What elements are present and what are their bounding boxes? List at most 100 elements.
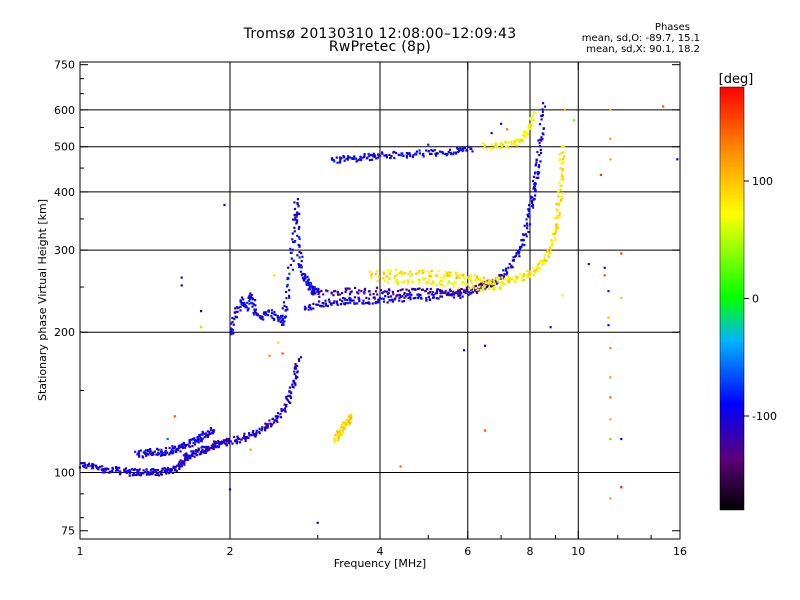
point-6 xyxy=(478,285,481,288)
y-tick-label: 100 xyxy=(54,467,75,480)
point-5 xyxy=(495,277,498,280)
point-2 xyxy=(289,247,292,250)
point-5 xyxy=(559,188,562,191)
point-5 xyxy=(540,260,543,263)
point-0 xyxy=(174,465,177,468)
point-4 xyxy=(418,287,421,290)
point-5 xyxy=(541,263,544,266)
point-5 xyxy=(456,274,459,277)
point-1 xyxy=(165,451,169,454)
point-3 xyxy=(507,266,510,269)
point-5 xyxy=(397,272,400,275)
point-8 xyxy=(504,141,507,144)
point-5 xyxy=(488,280,491,283)
point-0 xyxy=(273,419,276,422)
point-6 xyxy=(438,281,441,285)
point-5 xyxy=(507,280,511,284)
point-3 xyxy=(365,296,368,299)
point-3 xyxy=(321,301,324,305)
point-9 xyxy=(333,441,336,444)
point-2 xyxy=(297,205,300,208)
point-0 xyxy=(213,440,216,443)
point-3 xyxy=(382,297,385,300)
point-7 xyxy=(375,157,378,160)
point-3 xyxy=(414,296,417,299)
point-3 xyxy=(346,302,350,305)
point-3 xyxy=(523,243,526,247)
point-1 xyxy=(169,452,172,455)
point-4 xyxy=(318,295,321,298)
point-8 xyxy=(515,144,519,147)
point-0 xyxy=(288,386,291,389)
point-2 xyxy=(249,295,252,298)
point-5 xyxy=(555,224,558,227)
point-0 xyxy=(180,463,183,467)
point-0 xyxy=(156,468,160,472)
point-7 xyxy=(439,150,442,153)
point-5 xyxy=(535,270,539,273)
point-0 xyxy=(160,470,163,473)
point-0 xyxy=(291,383,294,386)
point-2 xyxy=(296,254,299,257)
point-0 xyxy=(127,470,130,473)
point-5 xyxy=(522,273,525,276)
point-8 xyxy=(504,140,507,143)
point-0 xyxy=(286,399,289,402)
point-5 xyxy=(422,269,425,272)
point-7 xyxy=(353,157,356,160)
point-2 xyxy=(241,303,244,306)
point-0 xyxy=(210,444,213,447)
point-4 xyxy=(334,289,337,293)
point-3 xyxy=(524,233,527,236)
point-4 xyxy=(455,291,458,294)
point-0 xyxy=(142,472,145,475)
point-7 xyxy=(444,152,447,156)
point-0 xyxy=(87,464,90,467)
point-5 xyxy=(549,246,552,249)
point-7 xyxy=(361,156,364,159)
point-0 xyxy=(91,467,94,470)
point-1 xyxy=(181,446,184,449)
point-3 xyxy=(425,299,428,302)
point-0 xyxy=(215,441,218,445)
point-3 xyxy=(521,243,524,246)
point-6 xyxy=(403,280,406,283)
point-4 xyxy=(348,287,351,290)
point-0 xyxy=(226,440,229,443)
point-0 xyxy=(287,394,290,397)
point-2 xyxy=(251,305,254,308)
point-0 xyxy=(196,450,199,453)
point-3 xyxy=(428,298,431,301)
point-2 xyxy=(232,323,235,326)
point-1 xyxy=(208,432,211,435)
point-1 xyxy=(156,447,159,450)
point-0 xyxy=(265,425,268,428)
point-2 xyxy=(303,277,306,280)
point-7 xyxy=(381,151,384,154)
point-3 xyxy=(412,297,415,300)
point-5 xyxy=(555,208,558,211)
point-0 xyxy=(224,442,227,445)
point-8 xyxy=(534,112,537,115)
point-2 xyxy=(230,333,233,336)
point-3 xyxy=(541,132,544,135)
point-0 xyxy=(97,466,100,469)
y-tick-label: 500 xyxy=(54,141,75,154)
point-0 xyxy=(137,469,140,472)
point-5 xyxy=(558,211,561,215)
point-0 xyxy=(276,420,279,423)
outlier-point xyxy=(609,108,612,111)
point-0 xyxy=(178,467,181,471)
colorbar-tick-label: 100 xyxy=(752,175,773,188)
point-6 xyxy=(428,278,431,281)
point-5 xyxy=(525,269,528,273)
point-3 xyxy=(391,300,394,303)
point-5 xyxy=(370,276,373,279)
point-7 xyxy=(462,149,465,152)
point-1 xyxy=(201,433,204,436)
point-3 xyxy=(506,271,509,274)
point-5 xyxy=(418,270,421,273)
point-4 xyxy=(486,284,489,288)
point-0 xyxy=(158,474,161,477)
point-3 xyxy=(461,295,464,298)
